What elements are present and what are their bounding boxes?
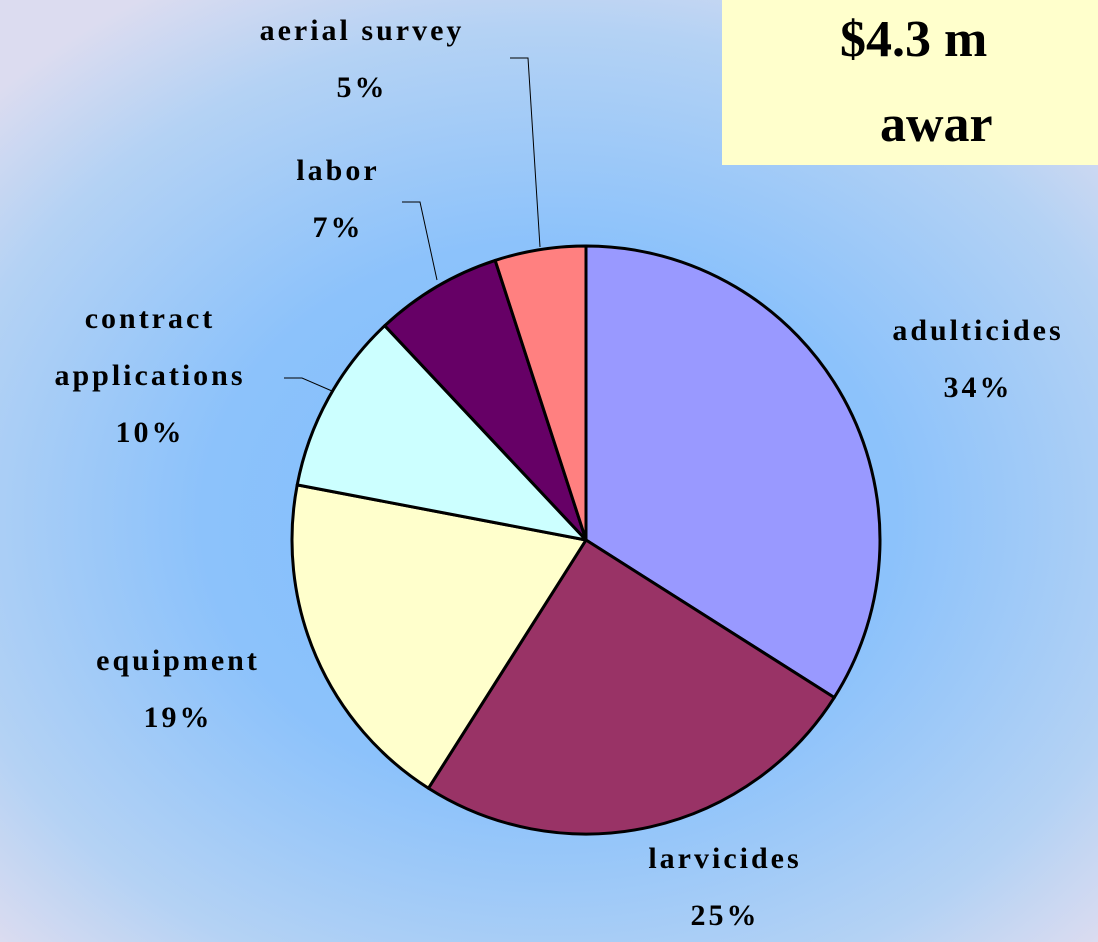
title-box bbox=[722, 0, 1098, 165]
value-label: 25% bbox=[690, 899, 760, 932]
pie-slice bbox=[383, 258, 588, 542]
leader-line bbox=[284, 377, 333, 392]
value-label: 5% bbox=[336, 71, 388, 104]
pie-slice bbox=[493, 244, 588, 542]
title-line: $4.3 m bbox=[840, 11, 988, 68]
leader-line bbox=[402, 201, 438, 281]
category-label: equipment bbox=[96, 644, 260, 677]
category-label: larvicides bbox=[648, 842, 802, 875]
leader-line bbox=[510, 57, 541, 248]
category-label: aerial survey bbox=[259, 14, 465, 47]
pie-slice bbox=[290, 483, 588, 790]
value-label: 7% bbox=[312, 211, 364, 244]
category-label: adulticides bbox=[892, 314, 1064, 347]
slice-label: contract applications 10% bbox=[5, 290, 295, 461]
value-label: 19% bbox=[143, 701, 213, 734]
slice-label: labor 7% bbox=[238, 142, 438, 256]
value-label: 34% bbox=[943, 371, 1013, 404]
title-line: awar bbox=[880, 96, 993, 153]
pie-slice bbox=[426, 538, 836, 836]
slice-label: adulticides 34% bbox=[828, 302, 1098, 416]
category-label: contract applications bbox=[54, 302, 246, 392]
slice-label: equipment 19% bbox=[28, 632, 328, 746]
value-label: 10% bbox=[115, 416, 185, 449]
slice-label: aerial survey 5% bbox=[202, 2, 522, 116]
leader-lines bbox=[284, 57, 541, 392]
pie-slice bbox=[584, 244, 882, 700]
pie-slice bbox=[295, 324, 588, 542]
slice-label: larvicides 25% bbox=[575, 830, 875, 942]
category-label: labor bbox=[296, 154, 380, 187]
